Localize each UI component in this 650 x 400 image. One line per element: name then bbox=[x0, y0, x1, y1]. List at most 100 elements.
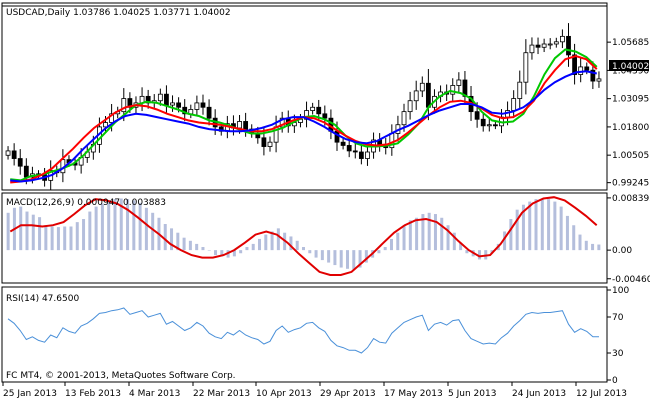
macd-histogram-bar bbox=[421, 214, 425, 251]
macd-histogram-bar bbox=[94, 206, 98, 251]
macd-histogram-bar bbox=[364, 250, 368, 263]
macd-histogram-bar bbox=[565, 215, 569, 251]
moving-averages-layer bbox=[10, 48, 598, 184]
current-price-label: 1.04002 bbox=[612, 62, 649, 72]
price-y-tick-label: 1.05685 bbox=[612, 38, 649, 48]
macd-histogram-bar bbox=[503, 231, 507, 251]
macd-histogram-bar bbox=[345, 250, 349, 269]
candle-body bbox=[310, 106, 316, 111]
macd-histogram-bar bbox=[433, 214, 437, 251]
x-tick-label: 25 Jan 2013 bbox=[3, 389, 57, 399]
macd-histogram-bar bbox=[201, 247, 205, 251]
candle bbox=[11, 143, 17, 166]
rsi-line-layer bbox=[7, 307, 599, 354]
macd-histogram-bar bbox=[144, 207, 148, 251]
x-tick-label: 22 Mar 2013 bbox=[193, 389, 250, 399]
candle bbox=[5, 146, 11, 160]
candle bbox=[194, 95, 200, 117]
candle-body bbox=[584, 66, 590, 71]
candle bbox=[243, 112, 249, 137]
candle-body bbox=[316, 106, 322, 115]
macd-y-tick-label: 0.008393 bbox=[612, 194, 650, 204]
candle-body bbox=[541, 43, 547, 48]
macd-histogram-bar bbox=[63, 226, 67, 251]
candle-body bbox=[346, 145, 352, 152]
copyright-label: FC MT4, © 2001-2013, MetaQuotes Software… bbox=[6, 371, 236, 381]
macd-histogram-bar bbox=[440, 217, 444, 251]
macd-histogram-bar bbox=[25, 211, 29, 251]
candle bbox=[560, 29, 565, 49]
macd-histogram-bar bbox=[113, 199, 117, 251]
candle-body bbox=[237, 121, 242, 129]
time-axis: 25 Jan 2013 13 Feb 2013 4 Mar 2013 22 Mar 2… bbox=[2, 382, 627, 399]
macd-histogram-bar bbox=[220, 250, 224, 257]
rsi-y-tick-label: 0 bbox=[612, 376, 618, 386]
macd-histogram-bar bbox=[119, 198, 123, 251]
candle-body bbox=[596, 78, 602, 82]
macd-histogram-bar bbox=[82, 219, 86, 251]
x-tick-label: 12 Jul 2013 bbox=[576, 389, 627, 399]
candle bbox=[340, 137, 346, 150]
macd-histogram-bar bbox=[138, 202, 142, 251]
candle-body bbox=[200, 102, 206, 108]
macd-histogram-bar bbox=[188, 240, 192, 251]
candle bbox=[547, 38, 553, 50]
macd-histogram-bar bbox=[289, 236, 293, 251]
macd-histogram-bar bbox=[521, 204, 525, 251]
rsi-line bbox=[7, 307, 599, 354]
macd-histogram-bar bbox=[446, 225, 450, 251]
x-tick-label: 17 May 2013 bbox=[384, 389, 443, 399]
candle-body bbox=[419, 82, 425, 92]
candle bbox=[346, 138, 352, 158]
candle bbox=[419, 76, 425, 98]
macd-histogram-bar bbox=[69, 226, 73, 251]
candle-body bbox=[358, 151, 364, 159]
candle-body bbox=[480, 118, 486, 127]
x-tick-label: 4 Mar 2013 bbox=[129, 389, 180, 399]
macd-histogram-bar bbox=[239, 250, 243, 254]
candle bbox=[523, 39, 529, 95]
candle-body bbox=[5, 150, 11, 156]
macd-histogram-bar bbox=[107, 201, 111, 251]
macd-histogram-bar bbox=[352, 250, 356, 270]
macd-histogram-bar bbox=[408, 220, 412, 251]
macd-histogram-bar bbox=[132, 200, 136, 251]
macd-histogram-bar bbox=[528, 201, 532, 251]
price-y-axis: 1.05685 1.04390 1.03095 1.01800 1.00505 0.992… bbox=[607, 38, 649, 189]
macd-histogram-bar bbox=[459, 242, 463, 251]
candle-body bbox=[17, 158, 23, 167]
macd-histogram-bar bbox=[182, 237, 186, 251]
macd-histogram-bar bbox=[320, 250, 324, 261]
price-y-tick-label: 1.04390 bbox=[612, 66, 649, 76]
candle bbox=[17, 149, 23, 175]
candle-body bbox=[474, 111, 480, 120]
candle bbox=[450, 78, 456, 101]
macd-histogram-bar bbox=[270, 231, 274, 251]
candle bbox=[407, 91, 413, 120]
candle-body bbox=[279, 117, 285, 128]
price-y-tick-label: 1.01800 bbox=[612, 123, 649, 133]
macd-signal-line bbox=[9, 196, 598, 276]
macd-histogram-bar bbox=[163, 224, 167, 251]
macd-histogram-bar bbox=[509, 219, 513, 251]
candle-body bbox=[243, 121, 249, 130]
rsi-y-tick-label: 70 bbox=[612, 313, 624, 323]
macd-histogram-bar bbox=[377, 250, 381, 254]
candle-body bbox=[456, 79, 462, 86]
x-tick-label: 10 Apr 2013 bbox=[256, 389, 312, 399]
rsi-y-tick-label: 30 bbox=[612, 349, 624, 359]
candle bbox=[456, 72, 462, 93]
rsi-pane: 100 70 30 0 RSI(14) 47.6500 FC MT4, © 2001-… bbox=[1, 286, 629, 386]
macd-histogram-bar bbox=[477, 250, 481, 260]
x-tick-label: 29 Apr 2013 bbox=[320, 389, 376, 399]
candle bbox=[553, 37, 559, 48]
macd-histogram-bar bbox=[578, 234, 582, 251]
macd-histogram-bar bbox=[333, 250, 337, 266]
macd-histogram-bar bbox=[232, 250, 236, 257]
candle-body bbox=[590, 69, 596, 82]
candle-body bbox=[109, 113, 115, 123]
price-y-tick-label: 0.99245 bbox=[612, 179, 649, 189]
candle-body bbox=[103, 122, 108, 128]
macd-histogram-bar bbox=[452, 232, 456, 251]
